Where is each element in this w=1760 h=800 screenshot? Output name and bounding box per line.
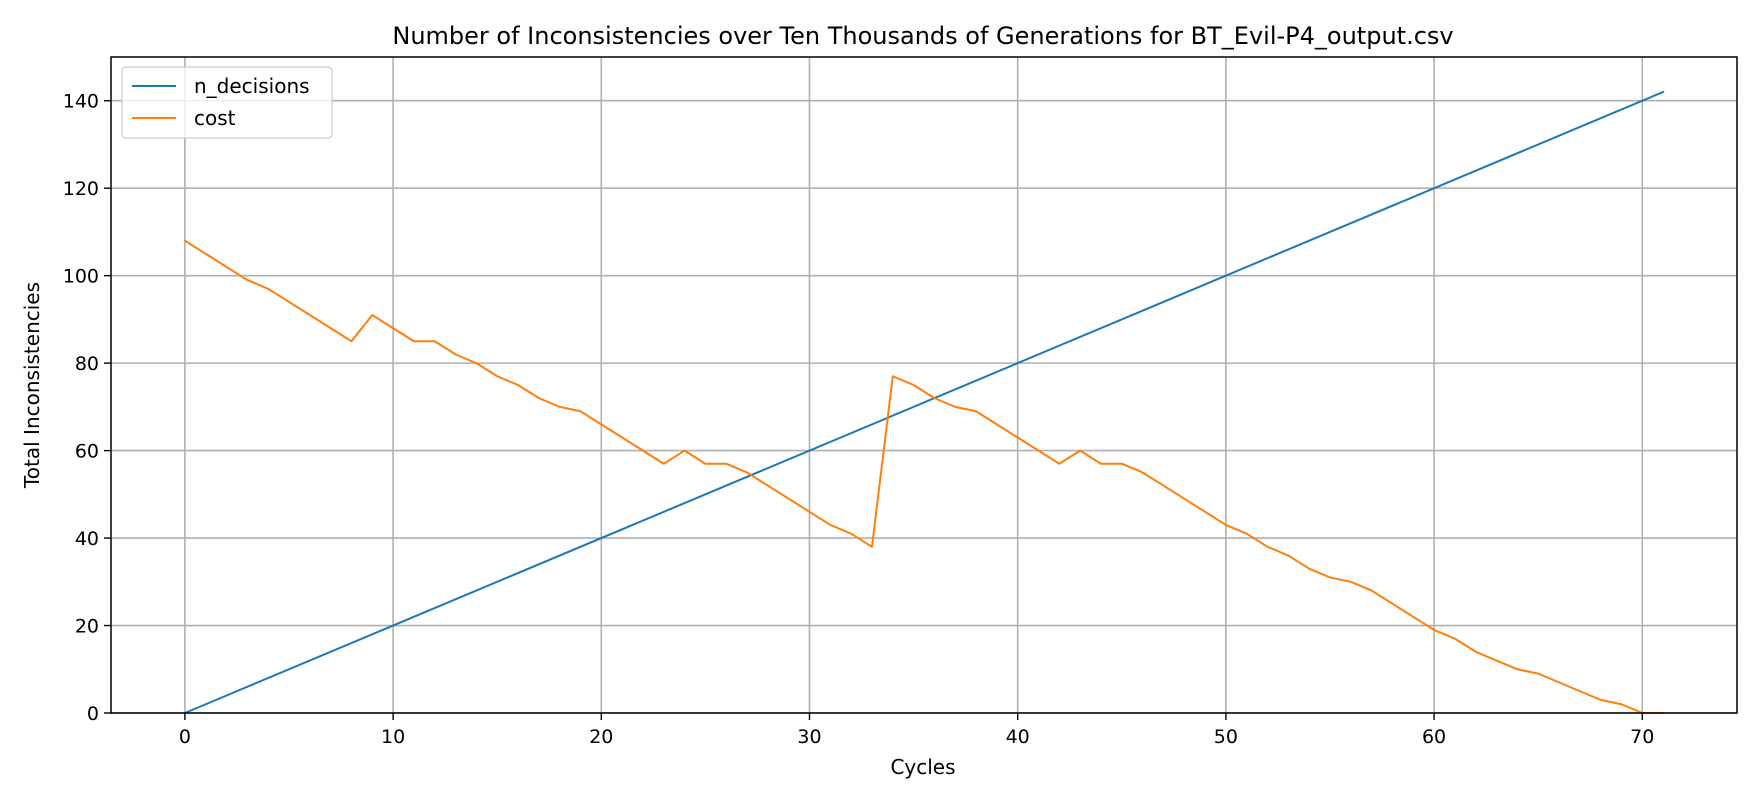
x-tick-label: 70	[1630, 726, 1654, 748]
y-tick-label: 60	[75, 441, 99, 463]
legend-box	[121, 66, 333, 139]
x-tick-label: 40	[1006, 726, 1030, 748]
y-tick-label: 20	[75, 616, 99, 638]
x-tick-label: 50	[1214, 726, 1238, 748]
y-axis: 0 20 40 60 80 100 120 140	[63, 91, 111, 725]
legend: n_decisions cost	[121, 66, 333, 139]
chart-title: Number of Inconsistencies over Ten Thous…	[392, 22, 1453, 50]
legend-label-n-decisions: n_decisions	[194, 74, 310, 98]
series-line-cost	[183, 239, 1665, 714]
x-axis-label: Cycles	[890, 755, 955, 779]
x-tick-label: 60	[1422, 726, 1446, 748]
x-tick-label: 20	[589, 726, 613, 748]
grid	[111, 57, 1737, 714]
x-tick-label: 0	[179, 726, 191, 748]
y-tick-label: 100	[63, 266, 99, 288]
x-tick-label: 10	[381, 726, 405, 748]
series-line-n-decisions	[183, 90, 1665, 715]
y-axis-label: Total Inconsistencies	[20, 282, 44, 489]
y-tick-label: 80	[75, 353, 99, 375]
legend-label-cost: cost	[194, 106, 236, 130]
x-tick-label: 30	[797, 726, 821, 748]
series-layer	[183, 90, 1665, 715]
y-tick-label: 120	[63, 178, 99, 200]
x-axis: 0 10 20 30 40 50 60 70	[179, 713, 1654, 748]
y-tick-label: 0	[87, 703, 99, 725]
plot-frame	[110, 56, 1738, 714]
y-tick-label: 140	[63, 91, 99, 113]
y-tick-label: 40	[75, 528, 99, 550]
